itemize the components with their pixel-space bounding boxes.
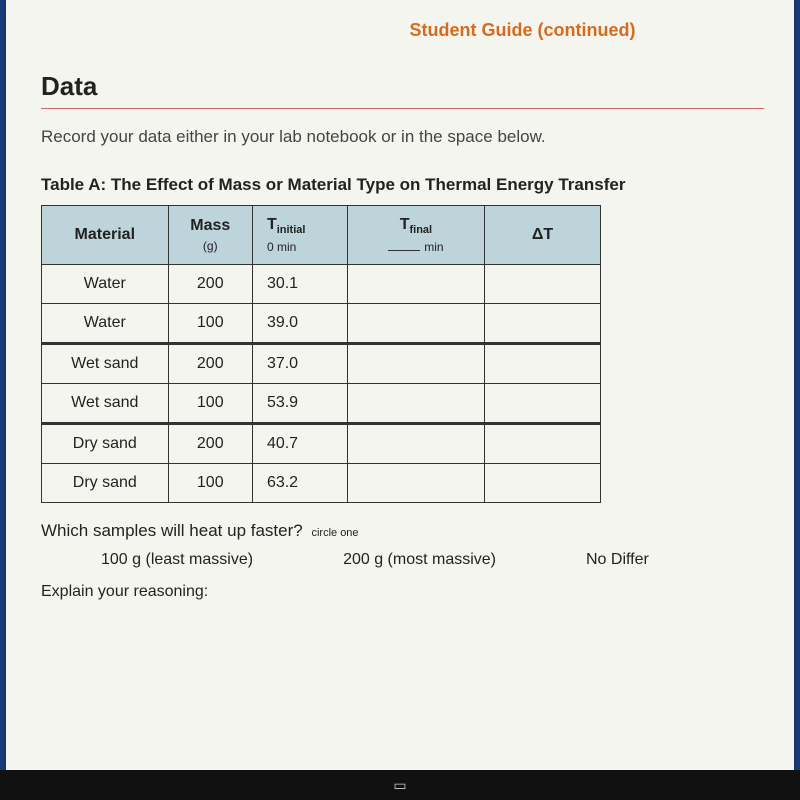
table-row: Wet sand 100 53.9 <box>42 384 601 424</box>
col-tinit-sub2: 0 min <box>267 240 339 254</box>
cell-material: Dry sand <box>42 464 169 503</box>
table-row: Dry sand 100 63.2 <box>42 464 601 503</box>
cell-tinit: 39.0 <box>252 304 347 344</box>
cell-mass: 100 <box>168 304 252 344</box>
col-material: Material <box>42 206 169 265</box>
cell-material: Wet sand <box>42 344 169 384</box>
question-block: Which samples will heat up faster? circl… <box>41 521 764 601</box>
col-tinit-sub: initial <box>277 224 306 236</box>
cell-mass: 200 <box>168 344 252 384</box>
table-row: Dry sand 200 40.7 <box>42 424 601 464</box>
instruction-text: Record your data either in your lab note… <box>41 127 764 147</box>
cell-tfinal <box>347 464 484 503</box>
cell-material: Water <box>42 265 169 304</box>
cell-dt <box>484 265 600 304</box>
cell-tinit: 53.9 <box>252 384 347 424</box>
col-t-final: Tfinal min <box>347 206 484 265</box>
taskbar: ▭ <box>0 770 800 800</box>
cell-tfinal <box>347 424 484 464</box>
cell-tinit: 37.0 <box>252 344 347 384</box>
page-header: Student Guide (continued) <box>281 20 764 41</box>
cell-dt <box>484 344 600 384</box>
cell-tinit: 63.2 <box>252 464 347 503</box>
option-no-diff[interactable]: No Differ <box>586 551 649 569</box>
cell-dt <box>484 384 600 424</box>
option-200g[interactable]: 200 g (most massive) <box>343 551 496 569</box>
col-tinit-t: T <box>267 216 277 233</box>
option-100g[interactable]: 100 g (least massive) <box>101 551 253 569</box>
table-row: Water 200 30.1 <box>42 265 601 304</box>
table-header-row: Material Mass (g) Tinitial 0 min Tfinal … <box>42 206 601 265</box>
table-caption: Table A: The Effect of Mass or Material … <box>41 175 764 195</box>
cell-dt <box>484 304 600 344</box>
cell-tfinal <box>347 265 484 304</box>
cell-material: Dry sand <box>42 424 169 464</box>
worksheet-page: Student Guide (continued) Data Record yo… <box>6 0 794 770</box>
cell-tinit: 30.1 <box>252 265 347 304</box>
col-mass-unit: (g) <box>177 239 244 253</box>
cell-tinit: 40.7 <box>252 424 347 464</box>
table-row: Water 100 39.0 <box>42 304 601 344</box>
cell-material: Water <box>42 304 169 344</box>
cell-mass: 100 <box>168 384 252 424</box>
col-delta-t: ΔT <box>484 206 600 265</box>
data-table: Material Mass (g) Tinitial 0 min Tfinal … <box>41 205 601 503</box>
col-tfinal-sub2: min <box>356 240 476 254</box>
table-body: Water 200 30.1 Water 100 39.0 Wet sand 2… <box>42 265 601 503</box>
question-prompt: Which samples will heat up faster? <box>41 521 303 540</box>
section-title: Data <box>41 71 764 102</box>
cell-tfinal <box>347 384 484 424</box>
cell-dt <box>484 424 600 464</box>
cell-tfinal <box>347 304 484 344</box>
cell-dt <box>484 464 600 503</box>
table-row: Wet sand 200 37.0 <box>42 344 601 384</box>
section-divider <box>41 108 764 109</box>
cell-tfinal <box>347 344 484 384</box>
cell-mass: 200 <box>168 265 252 304</box>
taskbar-icon[interactable]: ▭ <box>391 776 409 794</box>
col-tfinal-min: min <box>424 240 443 254</box>
col-t-initial: Tinitial 0 min <box>252 206 347 265</box>
circle-one-hint: circle one <box>311 527 358 539</box>
cell-mass: 100 <box>168 464 252 503</box>
options-row: 100 g (least massive) 200 g (most massiv… <box>101 551 764 569</box>
cell-material: Wet sand <box>42 384 169 424</box>
col-tfinal-sub: final <box>409 224 432 236</box>
cell-mass: 200 <box>168 424 252 464</box>
col-mass: Mass (g) <box>168 206 252 265</box>
explain-label: Explain your reasoning: <box>41 583 764 601</box>
col-material-label: Material <box>75 226 135 243</box>
col-mass-label: Mass <box>190 217 230 234</box>
